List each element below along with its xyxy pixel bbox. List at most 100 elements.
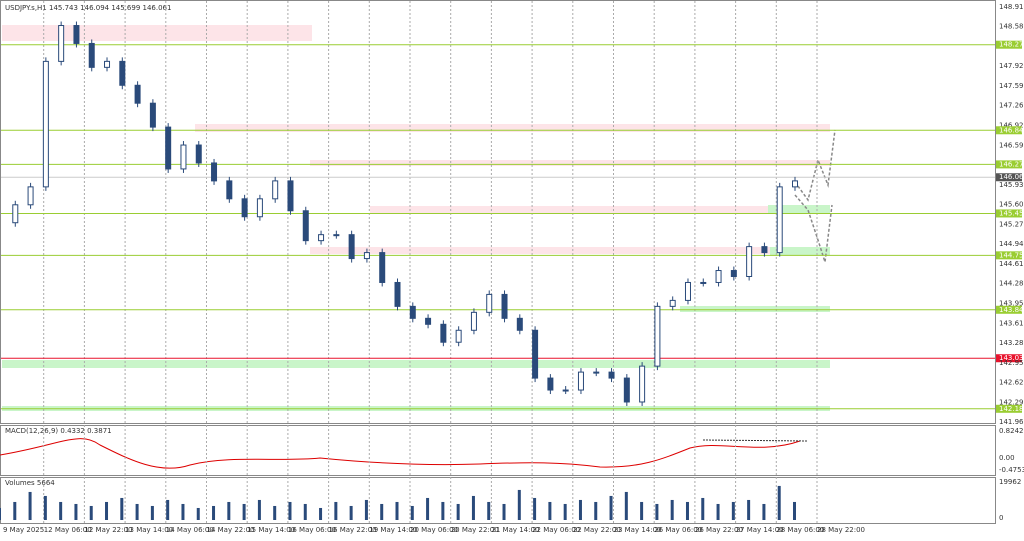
candle [104, 60, 111, 68]
price-label: 148.580 [999, 23, 1024, 31]
volume-bar [563, 503, 567, 520]
price-tag [996, 251, 1022, 260]
price-label: 145.605 [999, 200, 1024, 208]
volume-bar [487, 501, 491, 520]
candle [119, 60, 126, 86]
candle [272, 180, 279, 200]
volume-bar [303, 503, 307, 520]
volume-bar [594, 501, 598, 520]
volume-bar [517, 489, 521, 520]
macd-axis: 0.8242 [999, 427, 1024, 435]
price-label: 145.935 [999, 181, 1024, 189]
candle [73, 25, 80, 44]
candle [165, 126, 172, 170]
time-label: 26 May 06:00 [654, 526, 702, 534]
candle [639, 365, 646, 403]
candle [318, 234, 325, 242]
volume-bar [196, 507, 200, 520]
volume-bar [624, 491, 628, 520]
candle [455, 329, 462, 343]
price-label: 146.061 [999, 173, 1024, 181]
zone [770, 247, 830, 255]
volume-bar [747, 499, 751, 520]
volume-bar [273, 505, 277, 520]
volume-bar [380, 503, 384, 520]
volume-bar [410, 505, 414, 520]
volume-bar [670, 499, 674, 520]
time-label: 22 May 22:00 [573, 526, 621, 534]
candle [700, 281, 707, 284]
volume-bar [13, 501, 17, 520]
price-label: 147.260 [999, 102, 1024, 110]
candle [27, 186, 34, 206]
volume-bar [395, 501, 399, 520]
time-label: 23 May 14:00 [614, 526, 662, 534]
candle [348, 234, 355, 260]
volume-bar [288, 501, 292, 520]
macd-signal [0, 438, 801, 469]
volume-bar [716, 503, 720, 520]
time-label: 14 May 06:00 [166, 526, 214, 534]
candle [287, 180, 294, 212]
price-label: 142.295 [999, 398, 1024, 406]
price-label: 144.940 [999, 240, 1024, 248]
volume-axis: 19962 [999, 478, 1021, 486]
volume-bar [793, 501, 796, 520]
time-label: 22 May 06:00 [532, 526, 580, 534]
candle [134, 84, 141, 104]
price-label: 147.920 [999, 62, 1024, 70]
candle [669, 299, 676, 307]
candle [149, 102, 156, 128]
price-tag [996, 354, 1022, 363]
volume-bar [364, 499, 368, 520]
candle [593, 371, 600, 374]
forecast [794, 194, 833, 263]
candle [241, 198, 248, 218]
volume-bar [640, 501, 644, 520]
volume-bar [548, 501, 552, 520]
price-label: 143.950 [999, 299, 1024, 307]
candle [363, 252, 370, 260]
volume-bar [212, 505, 216, 520]
price-label: 148.910 [999, 3, 1024, 11]
price-label: 148.279 [999, 41, 1024, 49]
candle [425, 317, 432, 325]
candle [746, 246, 753, 277]
time-label: 20 May 22:00 [451, 526, 499, 534]
volume-bar [471, 495, 475, 520]
candle [88, 42, 95, 68]
macd-label: MACD(12,26,9) 0.4332 0.3871 [5, 427, 112, 435]
price-label: 145.270 [999, 221, 1024, 229]
candle [333, 234, 340, 237]
candle [577, 371, 584, 391]
price-label: 143.285 [999, 339, 1024, 347]
price-tag [996, 404, 1022, 413]
time-label: 28 May 06:00 [776, 526, 824, 534]
candle [440, 323, 447, 343]
candle [776, 186, 783, 254]
volume-bar [166, 499, 170, 520]
time-label: 12 May 06:00 [44, 526, 92, 534]
candle [256, 198, 263, 218]
price-label: 143.032 [999, 354, 1024, 362]
time-label: 12 May 22:00 [84, 526, 132, 534]
volume-bar [334, 501, 338, 520]
macd-trend [702, 439, 809, 442]
zone [2, 360, 830, 368]
zone [768, 205, 830, 214]
volume-bar [578, 499, 582, 520]
time-label: 16 May 06:00 [288, 526, 336, 534]
time-label: 16 May 22:00 [329, 526, 377, 534]
candle [486, 293, 493, 313]
volume-bar [777, 485, 781, 520]
candle [12, 204, 19, 224]
candle [211, 162, 218, 182]
volume-bar [242, 503, 246, 520]
zone [310, 247, 830, 254]
candle [394, 281, 401, 307]
time-label: 14 May 22:00 [207, 526, 255, 534]
volume-bar [59, 501, 63, 520]
candle [792, 180, 798, 188]
volume-bar [731, 501, 735, 520]
